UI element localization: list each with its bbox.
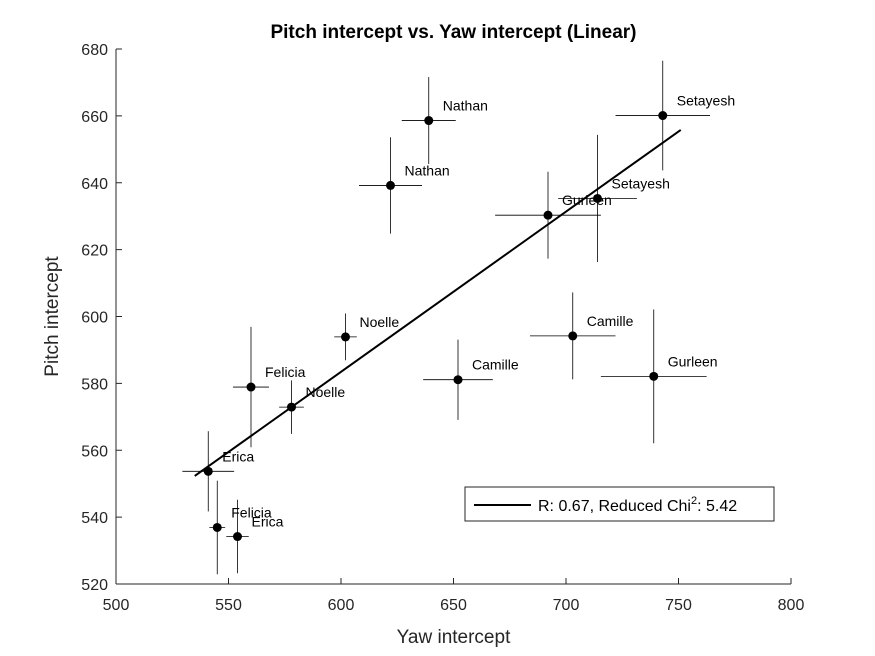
data-label: Erica bbox=[222, 448, 254, 464]
data-label: Gurleen bbox=[668, 353, 718, 369]
y-tick-label: 640 bbox=[81, 176, 108, 193]
data-point bbox=[203, 466, 213, 476]
data-point bbox=[341, 332, 350, 342]
y-tick-label: 580 bbox=[81, 376, 108, 393]
data-label: Erica bbox=[252, 514, 284, 530]
legend: R: 0.67, Reduced Chi2: 5.42 bbox=[464, 486, 775, 522]
data-point bbox=[424, 116, 434, 126]
data-point bbox=[453, 375, 463, 385]
data-label: Nathan bbox=[405, 162, 450, 178]
data-label: Nathan bbox=[443, 98, 488, 114]
data-point bbox=[649, 371, 659, 381]
legend-entry: R: 0.67, Reduced Chi2: 5.42 bbox=[538, 495, 737, 515]
point-label-layer: NathanNathanSetayeshSetayeshGurleenGurle… bbox=[222, 93, 735, 530]
x-tick-label: 550 bbox=[215, 597, 242, 614]
chart-title: Pitch intercept vs. Yaw intercept (Linea… bbox=[270, 22, 636, 43]
data-point bbox=[233, 532, 242, 542]
y-tick-label: 540 bbox=[81, 510, 108, 527]
x-tick-label: 700 bbox=[553, 597, 580, 614]
x-tick-label: 500 bbox=[103, 597, 130, 614]
data-point bbox=[287, 402, 296, 412]
y-axis-label: Pitch intercept bbox=[42, 256, 63, 377]
data-label: Felicia bbox=[265, 364, 306, 380]
data-label: Gurleen bbox=[562, 192, 612, 208]
data-point bbox=[568, 331, 578, 341]
y-tick-label: 620 bbox=[81, 243, 108, 260]
data-point bbox=[246, 382, 256, 392]
legend-text-tail: : 5.42 bbox=[697, 498, 737, 515]
data-label: Camille bbox=[587, 313, 634, 329]
x-tick-label: 800 bbox=[778, 597, 805, 614]
x-tick-label: 750 bbox=[665, 597, 692, 614]
data-label: Noelle bbox=[360, 314, 400, 330]
data-point bbox=[658, 111, 668, 121]
y-tick-label: 560 bbox=[81, 443, 108, 460]
data-point bbox=[386, 180, 395, 190]
data-label: Setayesh bbox=[612, 175, 670, 191]
data-label: Felicia bbox=[231, 504, 272, 520]
y-tick-label: 520 bbox=[81, 577, 108, 594]
data-point bbox=[543, 210, 553, 220]
y-tick-label: 660 bbox=[81, 109, 108, 126]
axes-layer: 500 550 600 650 700 750 800 520 540 560 580 600 620 6… bbox=[81, 42, 804, 614]
fit-line bbox=[194, 129, 682, 477]
data-label: Noelle bbox=[306, 384, 346, 400]
x-tick-label: 650 bbox=[440, 597, 467, 614]
y-tick-label: 680 bbox=[81, 42, 108, 59]
x-axis-label: Yaw intercept bbox=[397, 627, 511, 648]
x-tick-label: 600 bbox=[328, 597, 355, 614]
data-point bbox=[212, 522, 222, 532]
data-point-layer bbox=[203, 111, 668, 542]
y-tick-label: 600 bbox=[81, 310, 108, 327]
legend-text-superscript: 2 bbox=[691, 495, 697, 507]
data-label: Camille bbox=[472, 357, 519, 373]
fit-line-layer bbox=[194, 129, 682, 477]
data-label: Setayesh bbox=[677, 93, 735, 109]
legend-text-main: R: 0.67, Reduced Chi bbox=[538, 498, 691, 515]
data-point bbox=[593, 193, 602, 203]
